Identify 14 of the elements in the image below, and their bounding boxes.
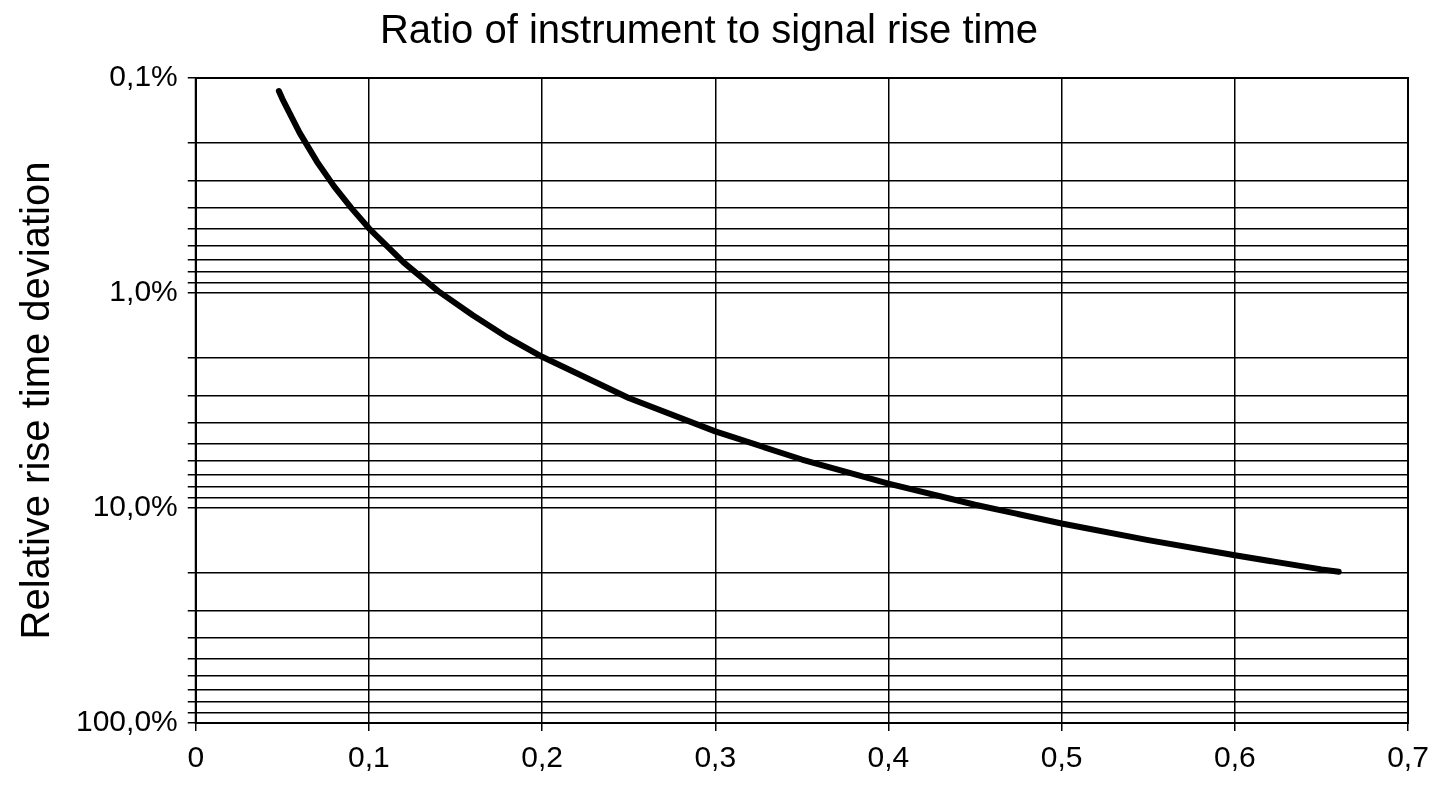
y-tick-label: 0,1% (109, 59, 178, 93)
x-tick-label: 0,4 (867, 740, 910, 774)
x-tick-label: 0,3 (694, 740, 737, 774)
y-axis-title: Relative rise time deviation (13, 161, 58, 640)
x-tick-label: 0 (187, 740, 205, 774)
x-tick-label: 0,5 (1040, 740, 1083, 774)
y-tick-label: 10,0% (92, 489, 178, 523)
x-tick-label: 0,1 (348, 740, 390, 774)
y-tick-label: 100,0% (76, 704, 178, 738)
x-tick-label: 0,2 (521, 740, 563, 774)
x-tick-label: 0,6 (1213, 740, 1256, 774)
y-tick-label: 1,0% (109, 274, 178, 308)
x-tick-label: 0,7 (1387, 740, 1429, 774)
chart-title: Ratio of instrument to signal rise time (379, 7, 1039, 52)
